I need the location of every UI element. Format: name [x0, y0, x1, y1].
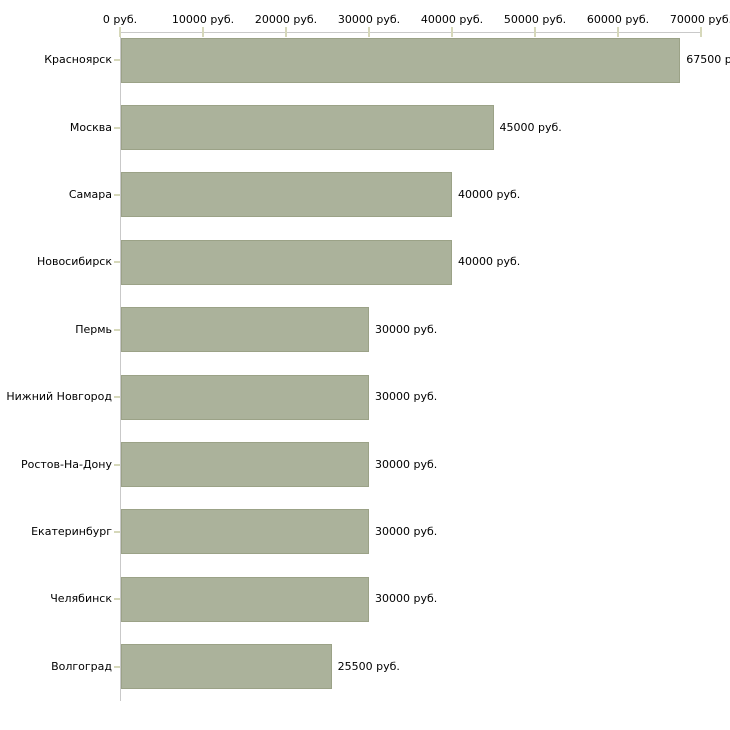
x-axis-tick-label: 70000 руб.	[669, 13, 730, 26]
bar-9	[121, 576, 369, 622]
x-axis-tick-mark	[368, 27, 370, 37]
bar-3	[121, 172, 452, 218]
category-tick-mark	[114, 396, 120, 399]
bar-6	[121, 374, 369, 420]
category-tick-mark	[114, 463, 120, 466]
category-label: Челябинск	[50, 592, 112, 606]
bar-2	[121, 105, 494, 150]
category-tick-mark	[114, 261, 120, 264]
x-axis-tick-mark	[202, 27, 204, 37]
bar-1	[121, 37, 681, 83]
x-axis-tick-label: 50000 руб.	[503, 13, 567, 26]
value-label: 30000 руб.	[375, 524, 438, 538]
category-tick-mark	[114, 126, 120, 129]
category-tick-mark	[114, 59, 120, 62]
x-axis-tick-label: 0 руб.	[102, 13, 138, 26]
x-axis-tick-label: 10000 руб.	[171, 13, 235, 26]
value-label: 30000 руб.	[375, 390, 438, 404]
x-axis-line	[120, 32, 702, 33]
x-axis-tick-mark	[451, 27, 453, 37]
category-tick-mark	[114, 530, 120, 533]
category-tick-mark	[114, 193, 120, 196]
bar-8	[121, 509, 369, 555]
category-label: Красноярск	[44, 53, 112, 67]
x-axis-tick-label: 40000 руб.	[420, 13, 484, 26]
value-label: 45000 руб.	[499, 120, 562, 134]
category-label: Екатеринбург	[31, 524, 112, 538]
category-tick-mark	[114, 665, 120, 668]
category-tick-mark	[114, 598, 120, 601]
value-label: 40000 руб.	[458, 255, 521, 269]
category-label: Нижний Новгород	[6, 390, 112, 404]
x-axis-tick-mark	[285, 27, 287, 37]
category-tick-mark	[114, 328, 120, 331]
x-axis-tick-label: 20000 руб.	[254, 13, 318, 26]
x-axis-tick-mark	[617, 27, 619, 37]
value-label: 67500 руб.	[686, 53, 730, 67]
bar-4	[121, 239, 452, 285]
value-label: 30000 руб.	[375, 322, 438, 336]
category-label: Москва	[69, 120, 112, 134]
x-axis-tick-mark	[119, 27, 121, 37]
x-axis-tick-mark	[534, 27, 536, 37]
x-axis-tick-mark	[700, 27, 702, 37]
value-label: 25500 руб.	[337, 659, 400, 673]
category-label: Ростов-На-Дону	[20, 457, 112, 471]
bar-7	[121, 442, 369, 487]
value-label: 40000 руб.	[458, 187, 521, 201]
x-axis-tick-label: 30000 руб.	[337, 13, 401, 26]
y-axis-line	[120, 32, 121, 701]
x-axis-tick-label: 60000 руб.	[586, 13, 650, 26]
category-label: Волгоград	[51, 659, 112, 673]
category-label: Самара	[68, 187, 112, 201]
value-label: 30000 руб.	[375, 592, 438, 606]
bar-10	[121, 644, 332, 690]
category-label: Новосибирск	[36, 255, 112, 269]
bar-5	[121, 307, 369, 353]
value-label: 30000 руб.	[375, 457, 438, 471]
category-label: Пермь	[75, 322, 112, 336]
